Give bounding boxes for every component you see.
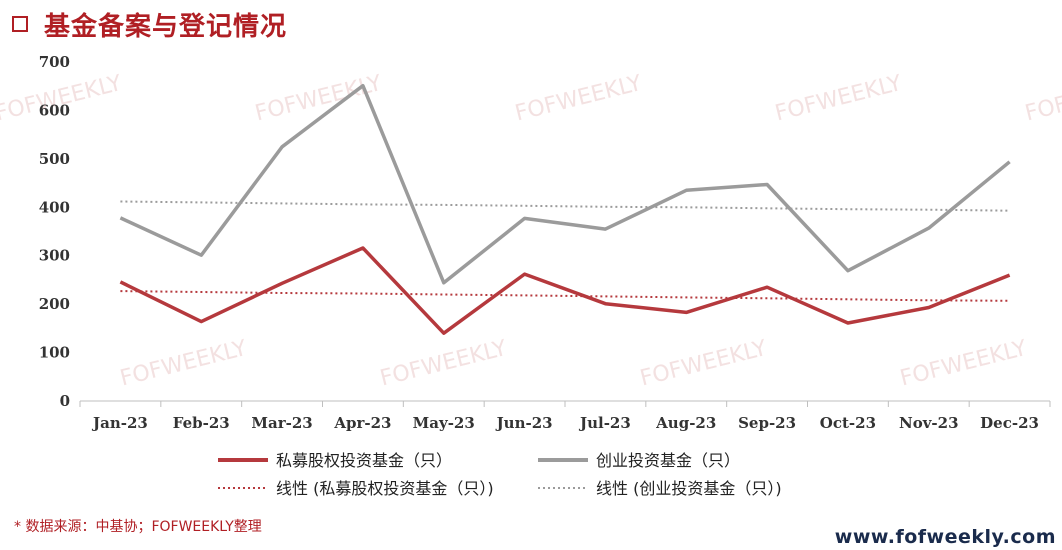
y-tick-label: 500 xyxy=(39,150,70,168)
watermark-text: FOFWEEKLY xyxy=(638,336,770,392)
x-tick-label: Mar-23 xyxy=(251,414,312,432)
y-tick-label: 100 xyxy=(39,344,70,362)
y-tick-label: 700 xyxy=(39,53,70,71)
x-tick-label: Feb-23 xyxy=(173,414,230,432)
y-tick-label: 0 xyxy=(60,392,70,410)
legend-label: 私募股权投资基金（只） xyxy=(276,451,452,470)
y-tick-label: 400 xyxy=(39,198,70,216)
square-outline-icon xyxy=(12,16,28,32)
chart-legend: 私募股权投资基金（只） 创业投资基金（只） 线性 (私募股权投资基金（只）) 线性 (… xyxy=(218,451,782,498)
x-tick-label: Aug-23 xyxy=(655,414,716,432)
page-title: 基金备案与登记情况 xyxy=(44,11,288,42)
legend-label: 创业投资基金（只） xyxy=(596,451,740,470)
watermark-text: FOFWEEKLY xyxy=(378,336,510,392)
trendline-series-2 xyxy=(120,290,1010,302)
chart-series xyxy=(119,83,1011,335)
watermark-text: FOFWEEKLY xyxy=(513,71,645,127)
watermark-text: FOFWEEKLY xyxy=(898,336,1030,392)
source-footnote: * 数据来源：中基协；FOFWEEKLY整理 xyxy=(14,519,262,535)
watermark-text: FOFWEEKLY xyxy=(773,71,905,127)
chart-axes: Jan-23 Feb-23 Mar-23 Apr-23 May-23 Jun-23 Jul-… xyxy=(39,53,1051,432)
x-tick-label: Nov-23 xyxy=(899,414,959,432)
y-tick-label: 300 xyxy=(39,247,70,265)
line-series-0 xyxy=(119,246,1011,335)
legend-label: 线性 (私募股权投资基金（只）) xyxy=(276,479,494,498)
website-url: www.fofweekly.com xyxy=(834,526,1056,548)
title-block: 基金备案与登记情况 xyxy=(12,6,287,42)
trendline-series-3 xyxy=(120,200,1010,212)
watermark-text: FOFWEEKLY xyxy=(1023,71,1062,127)
x-tick-label: Jan-23 xyxy=(91,414,148,432)
legend-label: 线性 (创业投资基金（只）) xyxy=(596,479,782,498)
y-tick-label: 600 xyxy=(39,101,70,119)
x-tick-label: Jun-23 xyxy=(495,414,553,432)
watermark-text: FOFWEEKLY xyxy=(118,336,250,392)
y-tick-label: 200 xyxy=(39,295,70,313)
x-tick-label: May-23 xyxy=(413,414,475,432)
line-series-1 xyxy=(119,83,1011,285)
x-tick-label: Sep-23 xyxy=(738,414,796,432)
x-tick-label: Oct-23 xyxy=(820,414,876,432)
x-tick-label: Dec-23 xyxy=(980,414,1039,432)
watermark-layer: FOFWEEKLY FOFWEEKLY FOFWEEKLY FOFWEEKLY FOFW… xyxy=(0,71,1062,392)
x-tick-label: Apr-23 xyxy=(333,414,391,432)
x-tick-label: Jul-23 xyxy=(578,414,631,432)
